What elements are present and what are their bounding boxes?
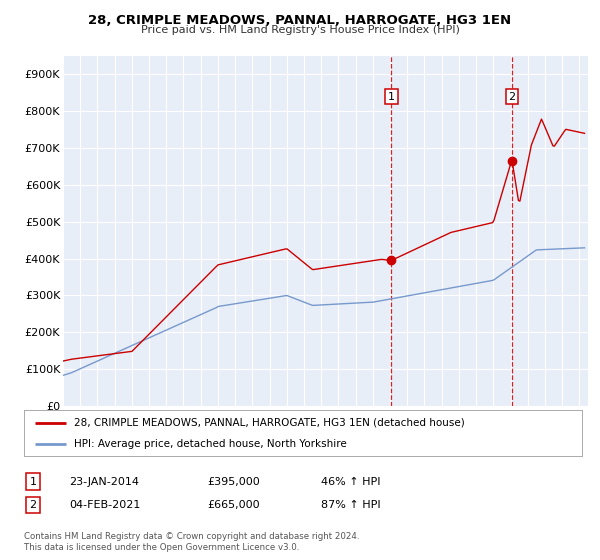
Text: £665,000: £665,000 [207, 500, 260, 510]
Text: 28, CRIMPLE MEADOWS, PANNAL, HARROGATE, HG3 1EN: 28, CRIMPLE MEADOWS, PANNAL, HARROGATE, … [88, 14, 512, 27]
Text: Contains HM Land Registry data © Crown copyright and database right 2024.: Contains HM Land Registry data © Crown c… [24, 532, 359, 541]
Text: 28, CRIMPLE MEADOWS, PANNAL, HARROGATE, HG3 1EN (detached house): 28, CRIMPLE MEADOWS, PANNAL, HARROGATE, … [74, 418, 465, 428]
Text: 1: 1 [388, 91, 395, 101]
Text: 87% ↑ HPI: 87% ↑ HPI [321, 500, 380, 510]
Text: 04-FEB-2021: 04-FEB-2021 [69, 500, 140, 510]
Text: Price paid vs. HM Land Registry's House Price Index (HPI): Price paid vs. HM Land Registry's House … [140, 25, 460, 35]
Text: 1: 1 [29, 477, 37, 487]
Text: 46% ↑ HPI: 46% ↑ HPI [321, 477, 380, 487]
Text: HPI: Average price, detached house, North Yorkshire: HPI: Average price, detached house, Nort… [74, 439, 347, 449]
Text: 2: 2 [29, 500, 37, 510]
Text: 2: 2 [509, 91, 515, 101]
Text: 23-JAN-2014: 23-JAN-2014 [69, 477, 139, 487]
Text: This data is licensed under the Open Government Licence v3.0.: This data is licensed under the Open Gov… [24, 543, 299, 552]
Text: £395,000: £395,000 [207, 477, 260, 487]
